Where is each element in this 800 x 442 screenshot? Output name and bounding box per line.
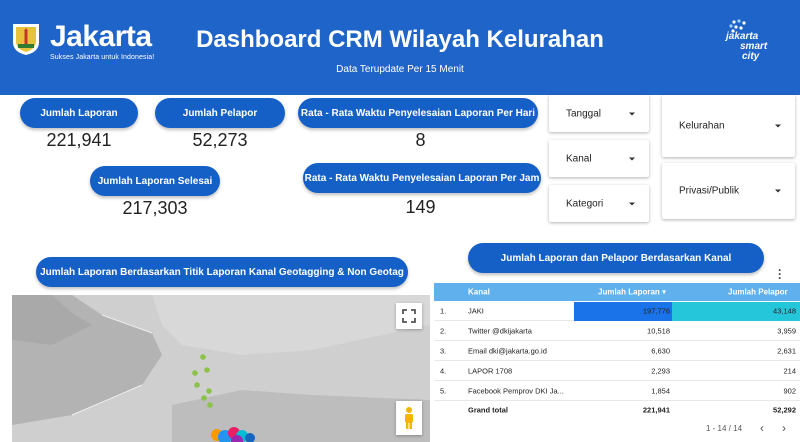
page-subtitle: Data Terupdate Per 15 Menit — [336, 64, 464, 75]
row-kanal: Twitter @dkijakarta — [468, 326, 532, 335]
rata-jam-value: 149 — [405, 197, 436, 217]
smart-city-text: jakarta smart city — [726, 31, 768, 62]
header-bar: Jakarta Sukses Jakarta untuk Indonesia! … — [0, 0, 800, 95]
col-kanal-header[interactable]: Kanal — [468, 287, 490, 297]
table-row[interactable]: 4. LAPOR 1708 2,293 214 — [434, 361, 800, 381]
more-options-icon[interactable]: · · · — [778, 263, 782, 285]
filter-privasi-label: Privasi/Publik — [679, 185, 740, 197]
row-number: 1. — [440, 306, 447, 315]
row-kanal: LAPOR 1708 — [468, 366, 513, 375]
filter-privasi[interactable]: Privasi/Publik — [662, 163, 795, 219]
jumlah-pelapor-value: 52,273 — [192, 130, 248, 150]
table-row[interactable]: 5. Facebook Pemprov DKI Ja... 1,854 902 — [434, 381, 800, 401]
chevron-down-icon — [629, 112, 635, 115]
row-pelapor: 43,148 — [773, 306, 796, 315]
row-number: 4. — [440, 366, 447, 375]
grand-total-row: Grand total 221,941 52,292 — [434, 399, 800, 421]
grand-total-label: Grand total — [468, 405, 509, 415]
table-header-row: Kanal Jumlah Laporan ▾ Jumlah Pelapor — [434, 283, 800, 301]
filter-kategori[interactable]: Kategori — [549, 185, 649, 222]
pelapor-highlight-bar — [672, 302, 800, 321]
row-number: 2. — [440, 326, 447, 335]
next-page-icon[interactable]: › — [782, 421, 786, 435]
map-canvas — [12, 295, 430, 442]
laporan-selesai-pill: Jumlah Laporan Selesai — [90, 166, 220, 196]
rata-hari-value: 8 — [415, 130, 426, 150]
rata-jam-pill: Rata - Rata Waktu Penyelesaian Laporan P… — [303, 163, 541, 193]
filter-kanal-label: Kanal — [566, 153, 592, 164]
jumlah-laporan-pill: Jumlah Laporan — [20, 98, 138, 128]
grand-total-pelapor: 52,292 — [773, 405, 796, 415]
rata-hari-pill: Rata - Rata Waktu Penyelesaian Laporan P… — [298, 98, 538, 128]
chevron-down-icon — [775, 124, 781, 128]
table-row[interactable]: 1. JAKI 197,776 43,148 — [434, 301, 800, 321]
chevron-down-icon — [629, 202, 635, 205]
chevron-down-icon — [629, 157, 635, 160]
grand-total-laporan: 221,941 — [642, 405, 670, 415]
row-laporan: 197,776 — [642, 306, 670, 315]
laporan-highlight-bar — [574, 302, 672, 321]
col-laporan-header[interactable]: Jumlah Laporan ▾ — [598, 287, 667, 297]
fullscreen-icon[interactable] — [396, 303, 422, 329]
jakarta-crest-icon — [10, 22, 42, 56]
pagination-label: 1 - 14 / 14 — [706, 424, 743, 433]
laporan-selesai-value: 217,303 — [122, 198, 188, 218]
filter-kanal[interactable]: Kanal — [549, 140, 649, 177]
geotag-map[interactable] — [12, 295, 430, 442]
col-pelapor-header[interactable]: Jumlah Pelapor — [728, 287, 788, 297]
pegman-icon[interactable] — [396, 401, 422, 435]
filter-tanggal-label: Tanggal — [566, 108, 602, 119]
prev-page-icon[interactable]: ‹ — [760, 421, 764, 435]
row-number: 3. — [440, 346, 447, 355]
filter-kategori-label: Kategori — [566, 198, 604, 209]
row-laporan: 2,293 — [651, 366, 670, 375]
table-section-title: Jumlah Laporan dan Pelapor Berdasarkan K… — [468, 243, 764, 273]
row-kanal: Email dki@jakarta.go.id — [468, 346, 547, 355]
jumlah-laporan-value: 221,941 — [46, 130, 112, 150]
jakarta-logo: Jakarta Sukses Jakarta untuk Indonesia! — [10, 22, 154, 61]
row-laporan: 10,518 — [647, 326, 670, 335]
page-title: Dashboard CRM Wilayah Kelurahan — [196, 26, 604, 53]
filter-tanggal[interactable]: Tanggal — [549, 95, 649, 132]
jumlah-pelapor-pill: Jumlah Pelapor — [155, 98, 285, 128]
brand-tagline: Sukses Jakarta untuk Indonesia! — [50, 54, 155, 61]
row-pelapor: 2,631 — [777, 346, 796, 355]
jakarta-smart-city-logo-icon — [729, 19, 746, 33]
brand-name: Jakarta — [50, 20, 152, 53]
chevron-down-icon — [775, 189, 781, 193]
row-pelapor: 902 — [783, 386, 796, 395]
filter-kelurahan[interactable]: Kelurahan — [662, 95, 795, 157]
filter-kelurahan-label: Kelurahan — [679, 120, 725, 132]
table-row[interactable]: 2. Twitter @dkijakarta 10,518 3,959 — [434, 321, 800, 341]
row-laporan: 6,630 — [651, 346, 670, 355]
row-number: 5. — [440, 386, 447, 395]
row-pelapor: 3,959 — [777, 326, 796, 335]
table-row[interactable]: 3. Email dki@jakarta.go.id 6,630 2,631 — [434, 341, 800, 361]
row-kanal: Facebook Pemprov DKI Ja... — [468, 386, 564, 395]
row-pelapor: 214 — [783, 366, 796, 375]
row-kanal: JAKI — [468, 306, 484, 315]
map-section-title: Jumlah Laporan Berdasarkan Titik Laporan… — [36, 257, 408, 287]
row-laporan: 1,854 — [651, 386, 670, 395]
